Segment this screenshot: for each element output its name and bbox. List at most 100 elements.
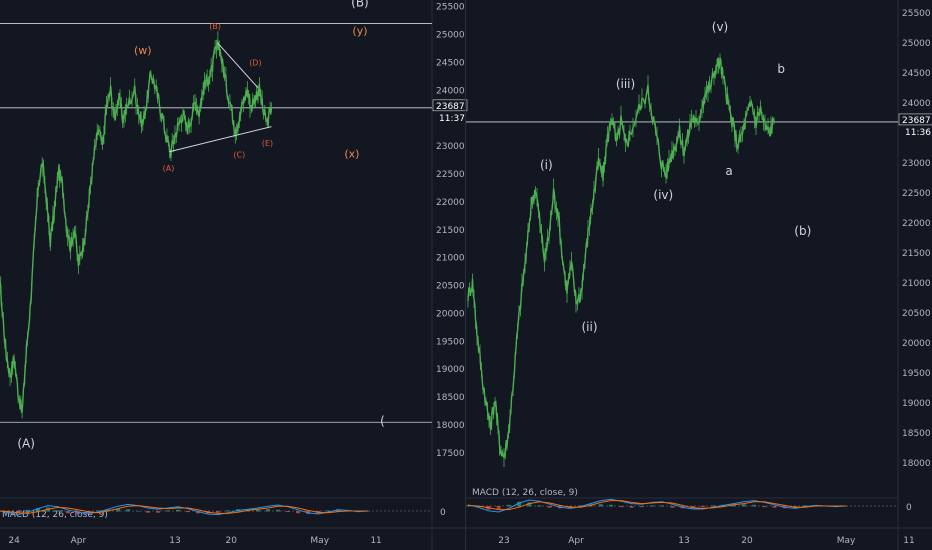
macd-zero-label: 0 [440, 508, 446, 518]
x-tick-label: 20 [226, 536, 238, 546]
y-tick-label: 25000 [436, 31, 465, 41]
macd-histogram-bar [598, 504, 603, 507]
x-tick-label: May [310, 536, 329, 546]
macd-histogram-bar [578, 505, 583, 507]
y-tick-label: 20500 [436, 282, 465, 292]
x-tick-label: Apr [568, 536, 584, 546]
countdown-tag [899, 125, 932, 137]
y-tick-label: 24000 [902, 99, 931, 109]
y-tick-label: 24000 [436, 86, 465, 96]
trendline[interactable] [217, 42, 259, 88]
macd-histogram-bar [690, 506, 695, 508]
macd-histogram-bar [762, 506, 767, 508]
right-chart-panel[interactable]: 18000 18500 19000 19500 20000 20500 21000 21500… [466, 0, 932, 550]
macd-histogram-bar [126, 509, 130, 512]
macd-histogram-bar [16, 511, 20, 514]
y-tick-label: 21000 [436, 254, 465, 264]
wave-label: (x) [344, 147, 359, 160]
wave-label: (v) [712, 20, 728, 34]
y-tick-label: 22000 [902, 219, 931, 229]
macd-histogram-bar [741, 504, 746, 507]
macd-histogram-bar [547, 506, 552, 508]
macd-histogram-bar [803, 505, 808, 507]
last-price-value: 23687 [902, 116, 931, 126]
macd-histogram-bar [609, 504, 614, 507]
y-tick-label: 22000 [436, 198, 465, 208]
wave-label: ( [380, 414, 385, 428]
y-tick-label: 18500 [436, 393, 465, 403]
wave-label: (A) [17, 436, 35, 450]
macd-histogram-bar [116, 508, 120, 512]
wave-label: (A) [163, 164, 175, 173]
macd-indicator-label: MACD (12, 26, close, 9) [472, 488, 578, 498]
countdown-timer: 11:37 [439, 114, 465, 124]
macd-histogram-bar [196, 511, 200, 514]
macd-histogram-bar [86, 511, 90, 514]
y-tick-label: 19500 [902, 369, 931, 379]
macd-histogram-bar [296, 511, 300, 514]
macd-histogram-bar [156, 511, 160, 513]
y-tick-label: 20000 [436, 309, 465, 319]
macd-histogram-bar [772, 506, 777, 508]
x-tick-label: 23 [498, 536, 509, 546]
x-tick-label: May [837, 536, 856, 546]
macd-histogram-bar [336, 509, 340, 512]
x-tick-label: 11 [903, 536, 914, 546]
wave-label: (B) [209, 22, 221, 31]
wave-label: (w) [134, 44, 152, 57]
y-tick-label: 20000 [902, 339, 931, 349]
wave-label: (D) [249, 58, 261, 67]
macd-histogram-bar [26, 509, 30, 512]
y-tick-label: 22500 [902, 189, 931, 199]
y-tick-label: 21500 [902, 249, 931, 259]
macd-histogram-bar [711, 505, 716, 507]
macd-histogram-bar [670, 506, 675, 508]
y-tick-label: 25500 [902, 9, 931, 19]
macd-histogram-bar [639, 506, 644, 508]
last-price-tag [898, 113, 932, 126]
wave-label: (iii) [616, 77, 635, 91]
wave-label: (y) [352, 25, 367, 38]
left-chart-panel[interactable]: 17500 18000 18500 19000 19500 20000 20500 21000… [0, 0, 468, 550]
price-series-line [0, 40, 273, 413]
macd-histogram-bar [517, 501, 522, 507]
wave-label: (iv) [653, 188, 673, 202]
x-tick-label: 13 [169, 536, 180, 546]
macd-signal-line [467, 500, 846, 511]
trendline[interactable] [169, 126, 272, 153]
x-tick-label: 20 [741, 536, 753, 546]
y-tick-label: 18000 [902, 459, 931, 469]
y-tick-label: 22500 [436, 170, 465, 180]
y-tick-label: 23000 [902, 159, 931, 169]
wave-label: (b) [794, 224, 811, 238]
x-tick-label: 13 [678, 536, 689, 546]
y-tick-label: 18500 [902, 429, 931, 439]
y-tick-label: 18000 [436, 421, 465, 431]
macd-histogram-bar [266, 509, 270, 512]
y-tick-label: 21500 [436, 226, 465, 236]
x-tick-label: 11 [370, 536, 381, 546]
macd-histogram-bar [256, 509, 260, 512]
macd-histogram-bar [286, 511, 290, 513]
macd-histogram-bar [146, 511, 150, 513]
y-tick-label: 21000 [902, 279, 931, 289]
macd-histogram-bar [619, 506, 624, 508]
macd-signal-line [0, 505, 368, 514]
wave-label: (i) [540, 158, 553, 172]
y-tick-label: 20500 [902, 309, 931, 319]
last-price-value: 23687 [436, 102, 465, 112]
wave-label: (ii) [581, 320, 597, 334]
macd-histogram-bar [527, 502, 532, 507]
macd-histogram-bar [186, 511, 190, 513]
y-tick-label: 17500 [436, 449, 465, 459]
y-tick-label: 23000 [436, 142, 465, 152]
wave-label: (C) [233, 150, 245, 159]
y-tick-label: 19000 [902, 399, 931, 409]
countdown-timer: 11:36 [905, 128, 931, 138]
macd-histogram-bar [216, 511, 220, 513]
macd-histogram-bar [700, 506, 705, 508]
macd-histogram-bar [752, 504, 757, 507]
y-tick-label: 25000 [902, 39, 931, 49]
macd-histogram-bar [496, 506, 501, 509]
